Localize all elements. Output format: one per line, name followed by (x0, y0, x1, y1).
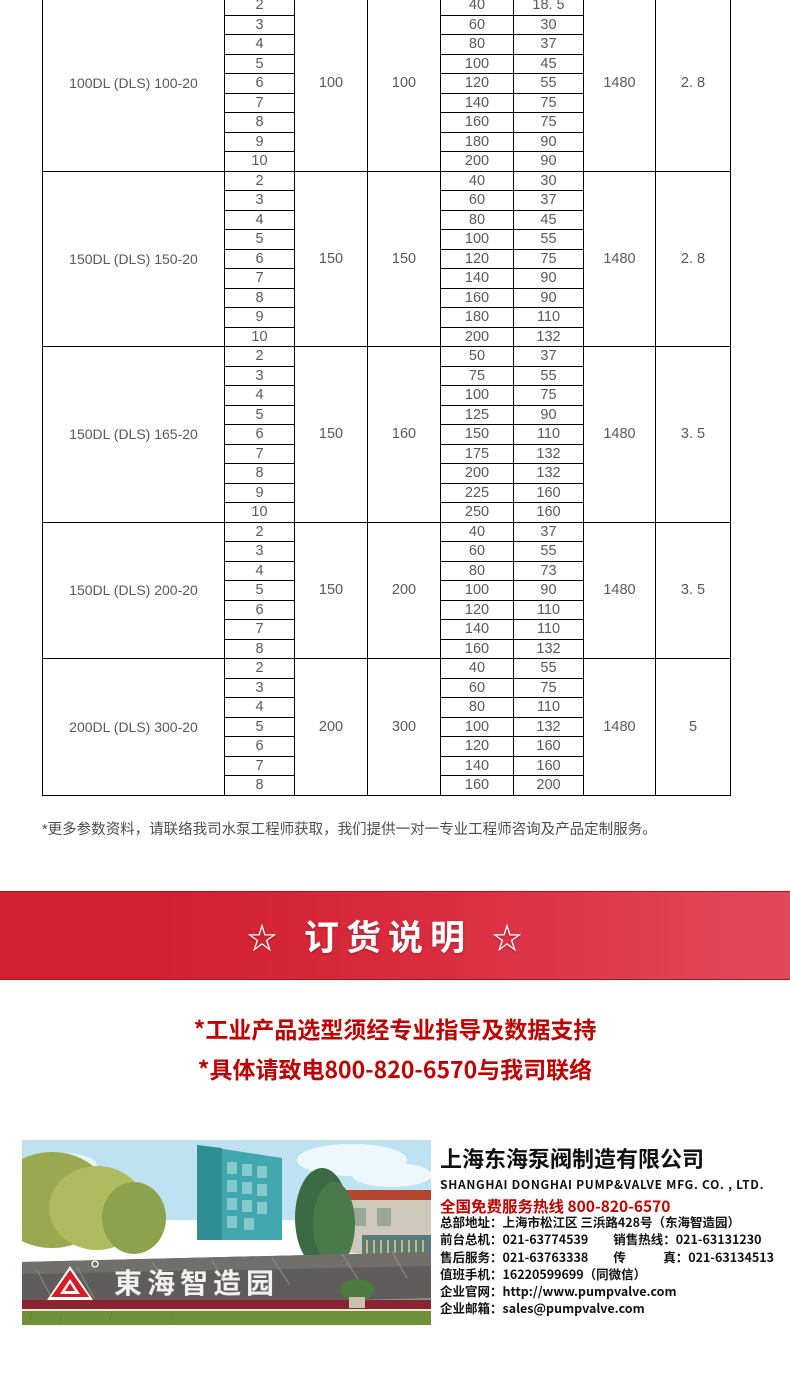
svg-text:東海智造园: 東海智造园 (114, 1262, 279, 1302)
